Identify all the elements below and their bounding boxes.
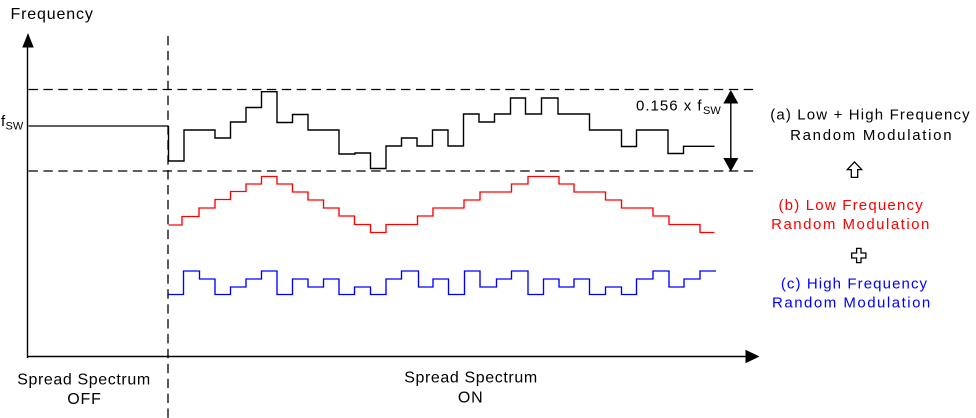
svg-text:(c) High Frequency: (c) High Frequency (781, 276, 928, 293)
svg-text:Random Modulation: Random Modulation (772, 295, 932, 312)
svg-text:f: f (1, 113, 6, 130)
svg-text:ON: ON (458, 390, 484, 407)
svg-text:(b) Low Frequency: (b) Low Frequency (778, 197, 923, 214)
svg-text:Spread Spectrum: Spread Spectrum (404, 370, 538, 387)
svg-text:OFF: OFF (67, 391, 101, 408)
svg-text:Spread Spectrum: Spread Spectrum (17, 372, 151, 389)
svg-text:Random Modulation: Random Modulation (790, 127, 953, 144)
svg-text:0.156 x f: 0.156 x f (636, 98, 703, 115)
svg-text:(a) Low + High Frequency: (a) Low + High Frequency (770, 107, 971, 124)
svg-text:Random Modulation: Random Modulation (771, 216, 931, 233)
svg-text:SW: SW (6, 121, 24, 133)
svg-text:Frequency: Frequency (11, 6, 94, 23)
svg-text:SW: SW (703, 105, 721, 117)
